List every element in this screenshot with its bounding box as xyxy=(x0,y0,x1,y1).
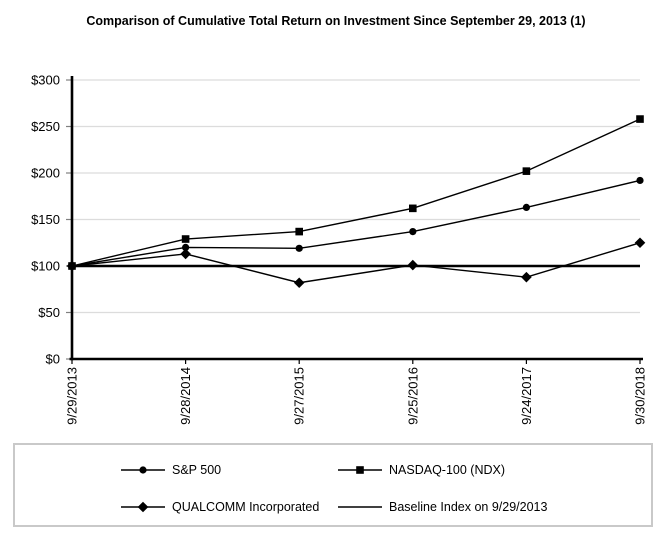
y-axis-label: $300 xyxy=(31,73,60,88)
marker-nasdaq-100-ndx xyxy=(295,227,303,236)
x-axis-label: 9/28/2014 xyxy=(178,367,193,425)
marker-nasdaq-100-ndx xyxy=(522,167,531,175)
marker-s-p-500 xyxy=(409,227,417,236)
x-axis-label: 9/30/2018 xyxy=(633,367,648,425)
y-axis-label: $100 xyxy=(31,259,60,274)
marker-s-p-500 xyxy=(295,244,303,252)
chart-legend: S&P 500 NASDAQ-100 (NDX) QUALCOMM Incorp… xyxy=(13,443,653,527)
series-line-nasdaq-100-ndx xyxy=(71,118,641,267)
marker-nasdaq-100-ndx xyxy=(636,115,644,123)
sp500-circle-marker-icon xyxy=(121,466,165,474)
legend-circle-marker xyxy=(139,466,147,474)
marker-s-p-500 xyxy=(636,176,644,185)
series-line-s-p-500 xyxy=(71,179,641,267)
legend-label-sp500: S&P 500 xyxy=(172,463,222,477)
x-axis-label: 9/27/2015 xyxy=(292,367,307,425)
marker-nasdaq-100-ndx xyxy=(181,235,190,243)
y-axis-label: $50 xyxy=(38,305,60,320)
qualcomm-diamond-marker-icon xyxy=(121,501,165,513)
marker-s-p-500 xyxy=(522,203,531,212)
legend-diamond-marker xyxy=(137,501,149,513)
marker-qualcomm-incorporated xyxy=(293,277,305,289)
y-axis-label: $200 xyxy=(31,166,60,181)
legend-square-marker xyxy=(356,466,364,474)
chart-title: Comparison of Cumulative Total Return on… xyxy=(86,14,586,28)
y-axis-label: $250 xyxy=(31,119,60,134)
legend-label-nasdaq100: NASDAQ-100 (NDX) xyxy=(389,463,505,477)
marker-qualcomm-incorporated xyxy=(66,260,78,272)
marker-nasdaq-100-ndx xyxy=(409,204,417,213)
baseline-line-marker-icon xyxy=(338,506,382,508)
x-axis-label: 9/25/2016 xyxy=(405,367,420,425)
y-axis-label: $0 xyxy=(46,352,60,367)
series-line-qualcomm-incorporated xyxy=(71,242,641,284)
marker-qualcomm-incorporated xyxy=(521,271,532,283)
legend-label-qualcomm: QUALCOMM Incorporated xyxy=(172,500,320,514)
x-axis-label: 9/24/2017 xyxy=(519,367,534,425)
nasdaq100-square-marker-icon xyxy=(338,466,382,474)
x-axis-label: 9/29/2013 xyxy=(65,367,80,425)
cumulative-total-return-chart: $0 $50 $100 $150 $200 $250 $300 9/29/2013 9/28/2… xyxy=(31,73,648,425)
marker-s-p-500 xyxy=(182,243,190,251)
marker-qualcomm-incorporated xyxy=(634,237,646,249)
y-axis-label: $150 xyxy=(31,212,60,227)
marker-qualcomm-incorporated xyxy=(180,248,191,260)
marker-qualcomm-incorporated xyxy=(407,259,419,271)
legend-label-baseline: Baseline Index on 9/29/2013 xyxy=(389,500,548,514)
